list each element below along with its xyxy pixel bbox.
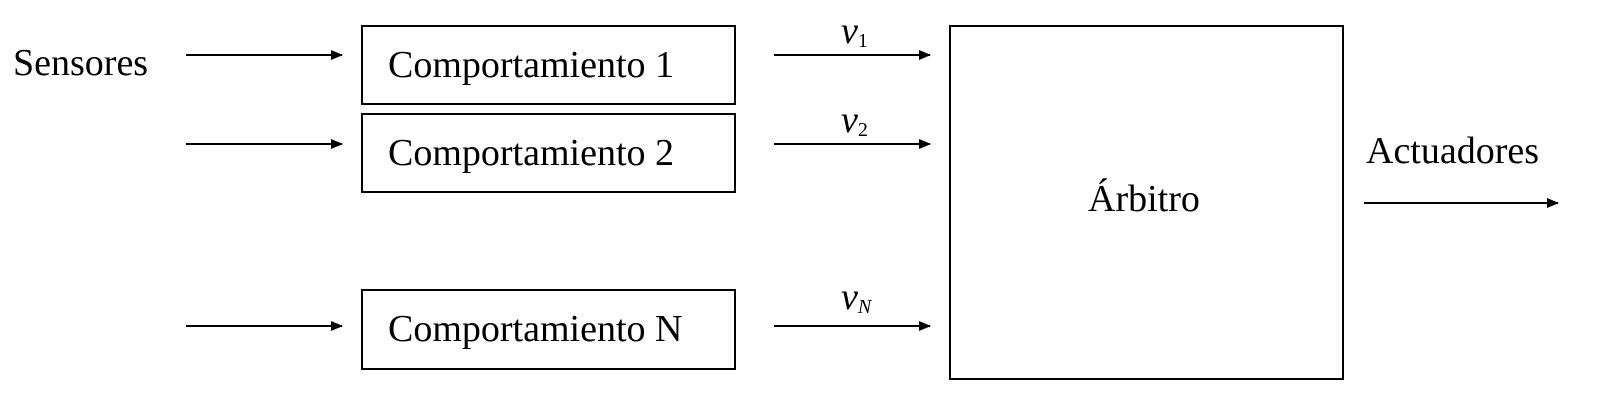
behavior-box-1 — [361, 25, 736, 105]
behavior-box-2 — [361, 113, 736, 193]
behavior-label-n: Comportamiento N — [388, 308, 683, 350]
signal-sub-n: N — [857, 296, 872, 318]
signal-label-vn: vN — [841, 278, 871, 317]
signal-label-v2: v2 — [841, 101, 868, 140]
sensors-label: Sensores — [13, 42, 149, 84]
arbiter-box — [949, 25, 1344, 380]
signal-var-vn: v — [841, 276, 858, 318]
signal-var-v2: v — [841, 99, 858, 141]
signal-var-v1: v — [841, 10, 858, 52]
signal-sub-2: 2 — [857, 119, 868, 141]
actuators-label: Actuadores — [1366, 130, 1540, 172]
behavior-label-2: Comportamiento 2 — [388, 132, 675, 174]
behavior-label-1: Comportamiento 1 — [388, 44, 675, 86]
signal-label-v1: v1 — [841, 12, 868, 51]
signal-sub-1: 1 — [857, 30, 868, 52]
arbiter-label: Árbitro — [1088, 178, 1200, 220]
behavior-box-n — [361, 289, 736, 370]
